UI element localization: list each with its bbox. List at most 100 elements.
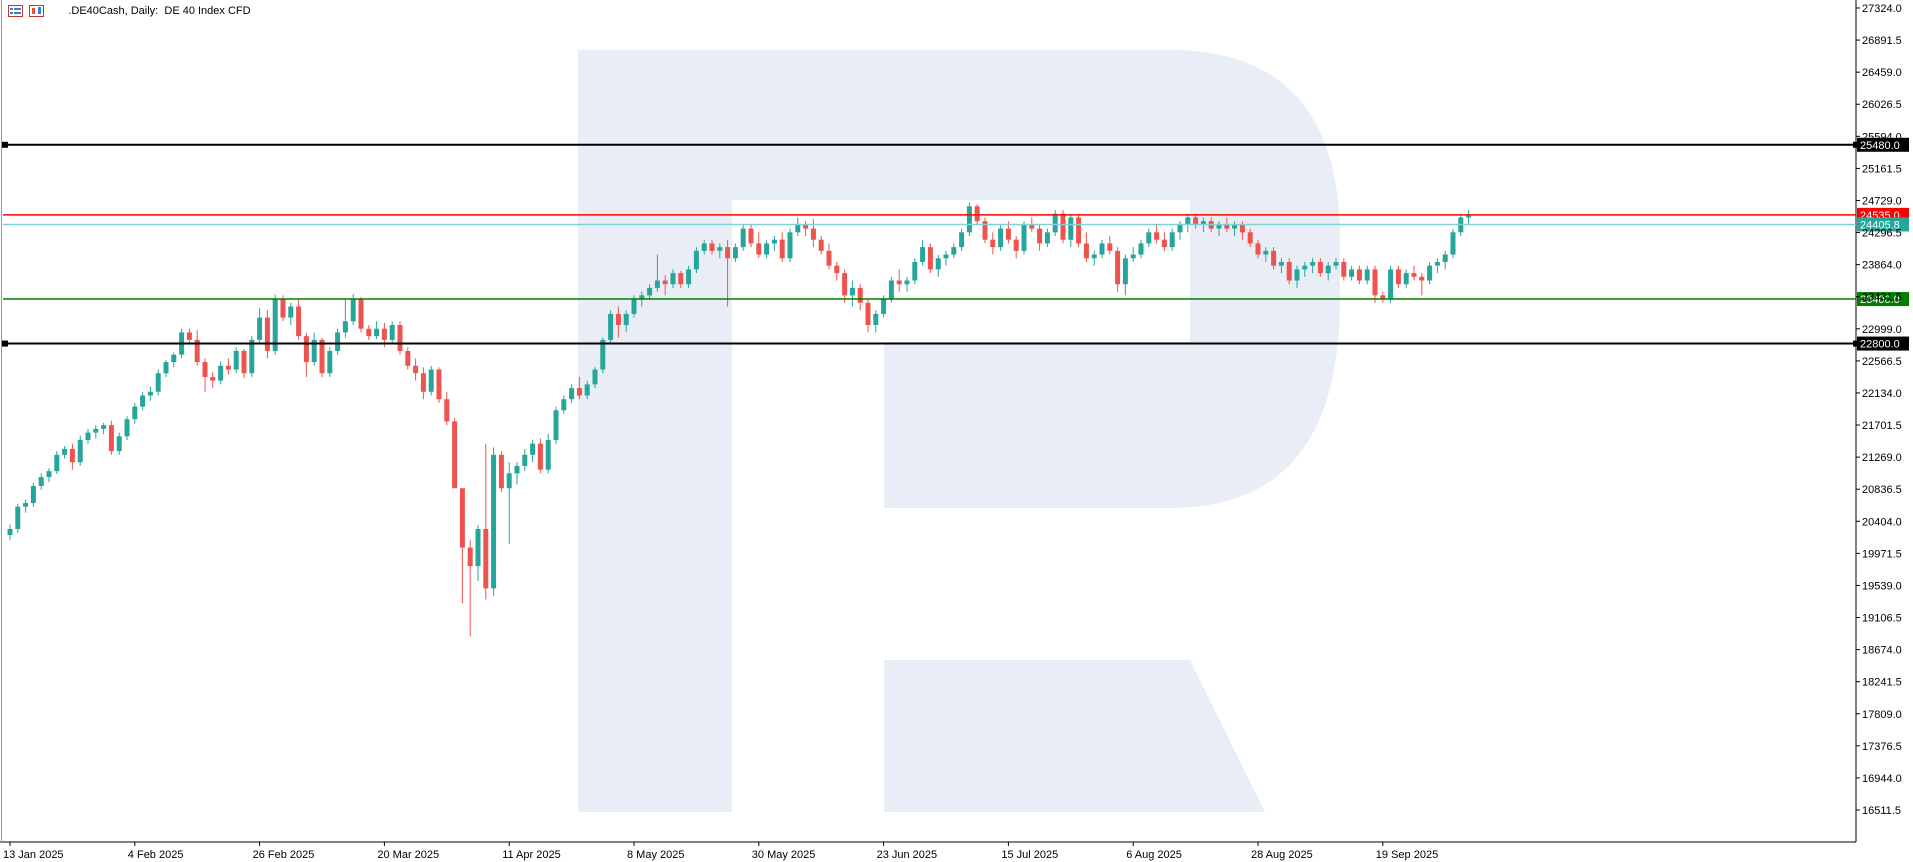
candle-body <box>1255 243 1261 255</box>
candle-body <box>1356 269 1362 281</box>
candle-body <box>1341 261 1347 277</box>
window-list-icon[interactable] <box>8 5 23 17</box>
candle-body <box>1333 261 1339 266</box>
x-tick-label: 13 Jan 2025 <box>3 849 64 861</box>
y-tick-label: 25161.5 <box>1862 163 1902 175</box>
candle-body <box>1091 254 1097 259</box>
candle-body <box>1442 254 1448 262</box>
x-tick-label: 28 Aug 2025 <box>1251 849 1313 861</box>
candle-body <box>1169 232 1175 248</box>
candle-body <box>810 228 816 240</box>
candle-body <box>1193 217 1199 225</box>
candle-body <box>1216 224 1222 229</box>
candle-body <box>30 485 36 504</box>
candle-body <box>358 299 364 329</box>
chart-type-icon[interactable] <box>29 5 44 17</box>
candle-body <box>1317 261 1323 274</box>
candle-body <box>413 365 419 374</box>
candle-body <box>101 425 107 429</box>
y-tick-label: 24296.5 <box>1862 228 1902 240</box>
candle-body <box>530 443 536 455</box>
candle-body <box>467 547 473 567</box>
candle-body <box>1388 269 1394 300</box>
y-tick-label: 17376.5 <box>1862 741 1902 753</box>
candle-body <box>1411 273 1417 277</box>
y-tick-label: 17809.0 <box>1862 709 1902 721</box>
candle-body <box>764 243 770 255</box>
candle-body <box>124 419 130 437</box>
candle-body <box>1239 224 1245 233</box>
price-label-box <box>1857 137 1909 152</box>
level-anchor-right <box>1853 340 1859 347</box>
candle-body <box>1130 254 1136 259</box>
candle-body <box>639 295 645 300</box>
price-axis: 27324.0 26891.5 26459.0 26026.5 25594.0 25161… <box>1856 3 1902 817</box>
candle-body <box>116 436 122 452</box>
watermark-logo <box>578 50 1340 812</box>
level-anchor-left <box>2 340 8 347</box>
candle-body <box>202 362 208 377</box>
candle-body <box>475 528 481 567</box>
candle-body <box>1076 217 1082 244</box>
candle-body <box>506 473 512 489</box>
candle-body <box>608 313 614 340</box>
candle-body <box>1263 250 1269 255</box>
candle-body <box>826 250 832 266</box>
candle-body <box>452 421 458 489</box>
candle-body <box>842 273 848 296</box>
candle-body <box>1403 273 1409 285</box>
candle-body <box>1029 224 1035 229</box>
candle-body <box>218 365 224 381</box>
candle-body <box>647 287 653 296</box>
candle-body <box>1247 232 1253 244</box>
candle-body <box>795 224 801 233</box>
candle-body <box>576 388 582 396</box>
candle-body <box>670 273 676 285</box>
candle-body <box>1099 243 1105 255</box>
candle-body <box>249 339 255 374</box>
candle-body <box>888 280 894 300</box>
candle-body <box>428 369 434 392</box>
candle-body <box>974 206 980 222</box>
x-tick-label: 11 Apr 2025 <box>502 849 561 861</box>
candle-body <box>38 477 44 486</box>
candle-body <box>327 350 333 374</box>
candle-body <box>405 350 411 366</box>
y-tick-label: 23431.5 <box>1862 292 1902 304</box>
symbol-name: .DE40Cash <box>68 5 125 17</box>
candle-body <box>374 328 380 337</box>
x-tick-label: 4 Feb 2025 <box>128 849 184 861</box>
x-tick-label: 23 Jun 2025 <box>877 849 938 861</box>
candle-body <box>1021 224 1027 251</box>
candle-body <box>561 399 567 411</box>
candle-body <box>366 328 372 337</box>
candle-body <box>498 454 504 489</box>
y-tick-label: 26026.5 <box>1862 99 1902 111</box>
y-tick-label: 16511.5 <box>1862 805 1901 817</box>
price-label-box <box>1857 336 1909 351</box>
y-tick-label: 22999.0 <box>1862 324 1902 336</box>
candle-body <box>787 232 793 259</box>
candle-body <box>935 258 941 270</box>
candle-body <box>303 336 309 363</box>
x-tick-label: 15 Jul 2025 <box>1001 849 1058 861</box>
candle-body <box>1286 261 1292 281</box>
candle-body <box>701 243 707 251</box>
candle-body <box>108 425 114 452</box>
candle-body <box>389 325 395 340</box>
x-tick-label: 6 Aug 2025 <box>1126 849 1182 861</box>
level-anchor-right <box>1853 141 1859 148</box>
candle-body <box>257 317 263 340</box>
candle-body <box>1325 265 1331 274</box>
candle-body <box>600 339 606 370</box>
candle-body <box>264 317 270 351</box>
candle-body <box>77 439 83 463</box>
candle-body <box>1154 232 1160 240</box>
candle-body <box>693 250 699 270</box>
candle-body <box>1068 217 1074 240</box>
candle-body <box>1115 250 1121 285</box>
y-tick-label: 20836.5 <box>1862 484 1902 496</box>
candle-body <box>436 369 442 400</box>
time-axis: 13 Jan 2025 4 Feb 2025 26 Feb 2025 20 Mar 2… <box>3 842 1438 861</box>
